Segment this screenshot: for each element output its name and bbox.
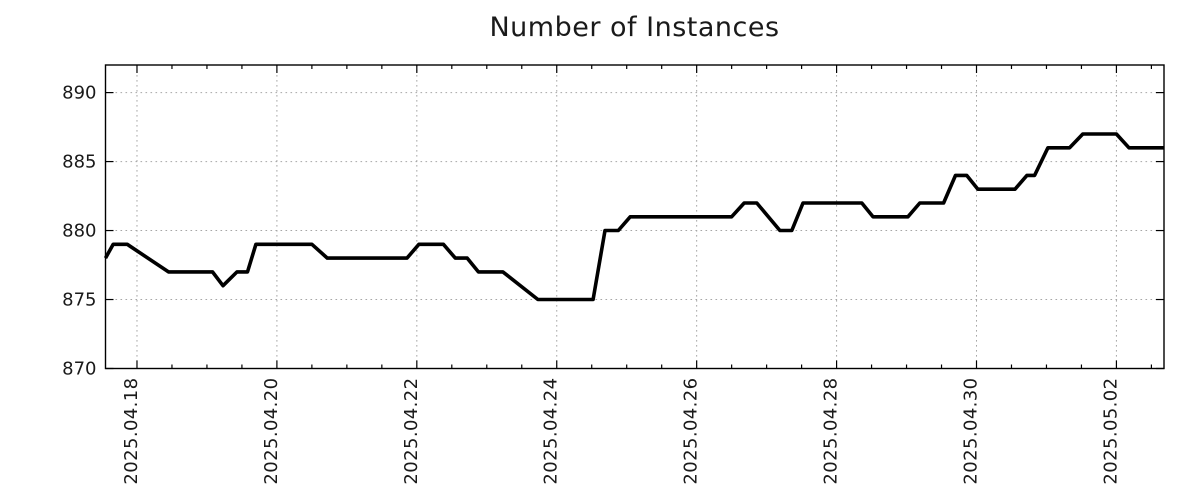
y-tick-label: 890	[62, 83, 96, 104]
y-tick-label: 885	[62, 152, 96, 173]
x-tick-label: 2025.05.02	[1100, 378, 1121, 485]
y-tick-label: 875	[62, 290, 96, 311]
plot-border	[104, 64, 1165, 370]
x-tick-label: 2025.04.20	[261, 378, 282, 485]
y-tick-label: 880	[62, 221, 96, 242]
x-tick-label: 2025.04.26	[681, 378, 702, 485]
x-tick-label: 2025.04.22	[401, 377, 422, 484]
series-line	[103, 132, 1164, 302]
y-tick-label: 870	[62, 359, 96, 380]
x-tick-label: 2025.04.18	[121, 378, 142, 485]
x-tick-label: 2025.04.30	[961, 378, 982, 485]
x-tick-label: 2025.04.24	[541, 378, 562, 485]
chart-title: Number of Instances	[489, 12, 780, 43]
x-tick-label: 2025.04.28	[821, 378, 842, 485]
